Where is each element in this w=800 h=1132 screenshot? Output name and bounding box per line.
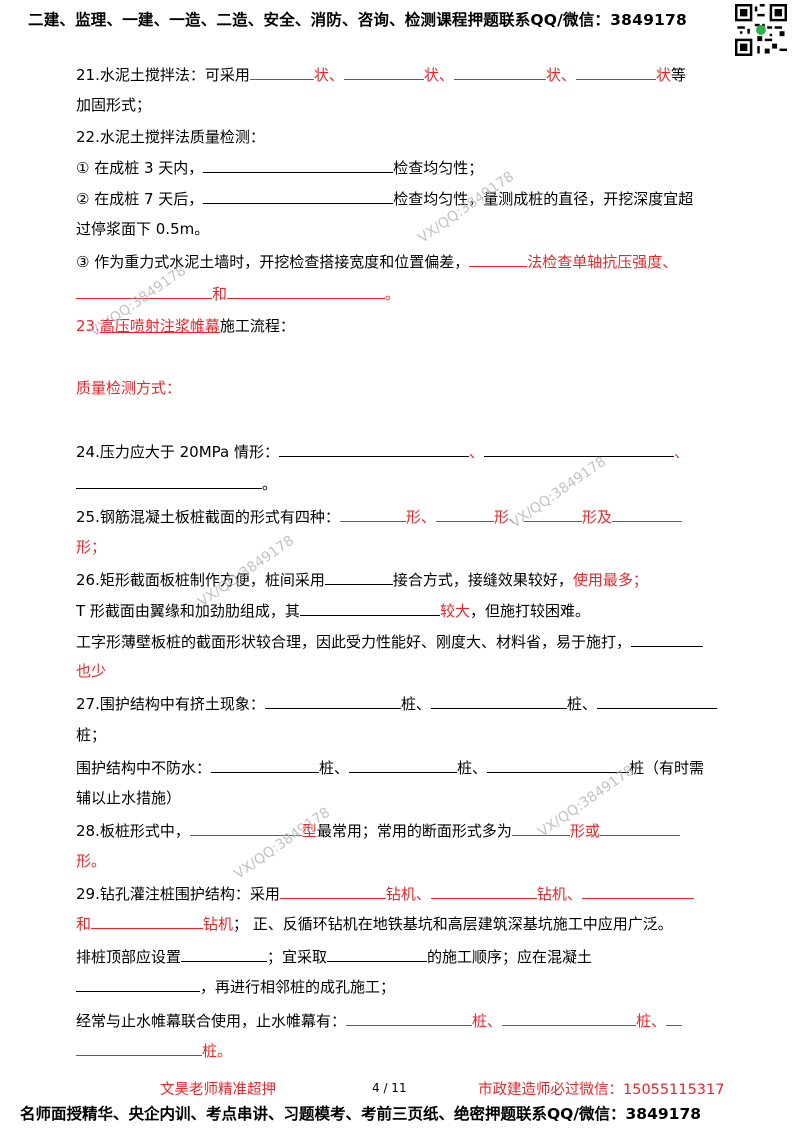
blank	[631, 632, 704, 647]
footer-right: 市政建造师必过微信：15055115317	[478, 1082, 725, 1098]
blank	[91, 914, 204, 929]
q29-line3: 排桩顶部应设置 ；宜采取 的施工顺序；应在混凝土	[76, 947, 593, 966]
q29-line4: ，再进行相邻桩的成孔施工；	[76, 976, 395, 998]
footer-left: 文昊老师精准超押	[160, 1082, 276, 1098]
q23-title: 23.高压喷射注浆帷幕施工流程：	[76, 317, 295, 335]
blank	[523, 507, 582, 522]
q29-line2: 和钻机； 正、反循环钻机在地铁基坑和高层建筑深基坑施工中应用广泛。	[76, 914, 673, 933]
blank	[611, 507, 682, 522]
q22-title: 22.水泥土搅拌法质量检测：	[76, 128, 265, 146]
blank	[327, 947, 428, 962]
q24-line2: 。	[76, 473, 277, 495]
q21-line2: 加固形式；	[76, 96, 152, 114]
blank	[346, 1011, 473, 1026]
q24-line1: 24.压力应大于 20MPa 情形：、、	[76, 442, 690, 461]
blank	[76, 1041, 202, 1056]
blank	[581, 884, 694, 899]
q22-item1: ① 在成桩 3 天内， 检查均匀性；	[76, 158, 484, 177]
q26-line4: 也少	[76, 662, 107, 680]
blank	[502, 1011, 637, 1026]
blank	[76, 977, 200, 992]
blank	[264, 694, 401, 709]
q23-quality: 质量检测方式：	[76, 379, 182, 397]
blank	[278, 442, 469, 457]
blank	[599, 821, 680, 836]
q28-line2: 形。	[76, 852, 107, 870]
blank	[596, 694, 717, 709]
page-number: 4 / 11	[372, 1081, 407, 1095]
q22-item3: ③ 作为重力式水泥土墙时，开挖检查搭接宽度和位置偏差， 法检查单轴抗压强度、	[76, 252, 678, 271]
blank	[76, 474, 262, 489]
blank	[343, 65, 424, 80]
q22-item3-cont: 和。	[76, 283, 400, 305]
blank	[279, 884, 386, 899]
blank	[299, 601, 440, 616]
blank	[511, 821, 570, 836]
blank	[487, 758, 630, 773]
qr-code-icon	[735, 4, 787, 56]
blank	[430, 694, 567, 709]
q26-line2: T 形截面由翼缘和加劲肋组成，其 较大，但施打较困难。	[76, 601, 590, 620]
q27-line2: 桩；	[76, 726, 107, 744]
blank	[76, 284, 212, 299]
blank	[249, 65, 314, 80]
blank	[666, 1011, 683, 1026]
q28-line1: 28.板桩形式中， 型最常用；常用的断面形式多为 形或	[76, 820, 680, 842]
blank	[575, 65, 656, 80]
blank	[211, 758, 320, 773]
q29-line6: 桩。	[76, 1040, 232, 1062]
blank	[469, 252, 528, 267]
q26-line3: 工字形薄壁板桩的截面形状较合理，因此受力性能好、刚度大、材料省，易于施打，	[76, 631, 704, 653]
blank	[430, 884, 537, 899]
q26-line1: 26.矩形截面板桩制作方便，桩间采用 接合方式，接缝效果较好，使用最多；	[76, 570, 648, 589]
q29-line5: 经常与止水帷幕联合使用，止水帷幕有： 桩、 桩、	[76, 1010, 683, 1032]
q27-line3: 围护结构中不防水： 桩、 桩、 桩（有时需	[76, 758, 705, 777]
blank	[181, 947, 268, 962]
watermark: VX/QQ:3849178	[231, 804, 334, 883]
blank	[484, 442, 674, 457]
q22-item2: ② 在成桩 7 天后， 检查均匀性，量测成桩的直径，开挖深度宜超	[76, 189, 694, 208]
blank	[339, 507, 406, 522]
blank	[203, 158, 394, 173]
q27-line4: 辅以止水措施）	[76, 789, 182, 807]
q29-line1: 29.钻孔灌注桩围护结构：采用 钻机、 钻机、	[76, 883, 694, 905]
blank	[203, 189, 394, 204]
q25-line2: 形；	[76, 538, 107, 556]
q27-line1: 27.围护结构中有挤土现象： 桩、 桩、	[76, 693, 717, 715]
blank	[435, 507, 494, 522]
footer-bottom: 名师面授精华、央企内训、考点串讲、习题模考、考前三页纸、绝密押题联系QQ/微信：…	[20, 1105, 702, 1123]
q21-line1: 21.水泥土搅拌法：可采用 状、 状、 状、 状等	[76, 65, 686, 84]
page-header: 二建、监理、一建、一造、二造、安全、消防、咨询、检测课程押题联系QQ/微信：38…	[28, 11, 688, 29]
blank	[324, 570, 393, 585]
blank	[453, 65, 546, 80]
blank	[349, 758, 458, 773]
blank	[227, 284, 386, 299]
q22-item2-cont: 过停浆面下 0.5m。	[76, 220, 210, 238]
q25-line1: 25.钢筋混凝土板桩截面的形式有四种： 形、 形、 形及	[76, 506, 682, 528]
blank	[189, 821, 302, 836]
